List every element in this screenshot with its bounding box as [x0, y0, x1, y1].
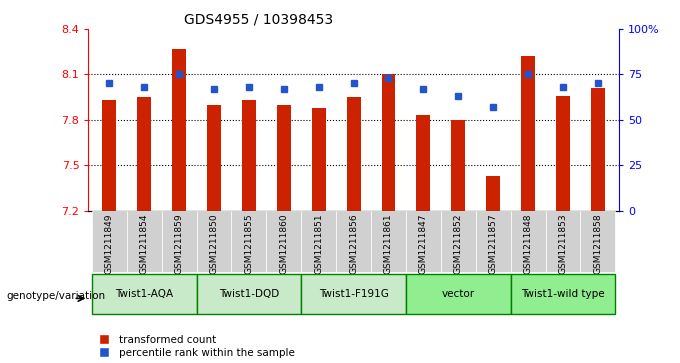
Bar: [511, 211, 545, 272]
Text: GSM1211853: GSM1211853: [558, 213, 568, 274]
Bar: [126, 211, 162, 272]
Text: GSM1211857: GSM1211857: [489, 213, 498, 274]
Bar: [406, 211, 441, 272]
Text: Twist1-F191G: Twist1-F191G: [319, 289, 388, 299]
Text: vector: vector: [442, 289, 475, 299]
Bar: [416, 115, 430, 211]
Bar: [301, 211, 336, 272]
Bar: [277, 105, 291, 211]
Text: GSM1211859: GSM1211859: [175, 213, 184, 274]
Text: GSM1211860: GSM1211860: [279, 213, 288, 274]
Bar: [311, 108, 326, 211]
Bar: [521, 56, 535, 211]
Bar: [545, 211, 581, 272]
Text: GSM1211855: GSM1211855: [244, 213, 254, 274]
Bar: [103, 100, 116, 211]
Text: Twist1-wild type: Twist1-wild type: [521, 289, 605, 299]
Bar: [511, 274, 615, 314]
Bar: [581, 211, 615, 272]
Bar: [197, 274, 301, 314]
Text: GSM1211850: GSM1211850: [209, 213, 218, 274]
Bar: [452, 120, 465, 211]
Text: Twist1-DQD: Twist1-DQD: [219, 289, 279, 299]
Text: GSM1211852: GSM1211852: [454, 213, 463, 274]
Bar: [347, 97, 360, 211]
Bar: [301, 274, 406, 314]
Bar: [172, 49, 186, 211]
Bar: [336, 211, 371, 272]
Bar: [92, 211, 126, 272]
Bar: [92, 274, 197, 314]
Text: GSM1211858: GSM1211858: [594, 213, 602, 274]
Bar: [242, 100, 256, 211]
Bar: [486, 176, 500, 211]
Bar: [162, 211, 197, 272]
Bar: [591, 88, 605, 211]
Text: GSM1211848: GSM1211848: [524, 213, 532, 274]
Text: Twist1-AQA: Twist1-AQA: [115, 289, 173, 299]
Text: GSM1211851: GSM1211851: [314, 213, 323, 274]
Bar: [556, 95, 570, 211]
Bar: [381, 74, 396, 211]
Bar: [371, 211, 406, 272]
Bar: [406, 274, 511, 314]
Bar: [137, 97, 151, 211]
Bar: [207, 105, 221, 211]
Bar: [231, 211, 267, 272]
Text: GSM1211854: GSM1211854: [139, 213, 149, 274]
Text: genotype/variation: genotype/variation: [7, 291, 106, 301]
Bar: [197, 211, 231, 272]
Text: GSM1211861: GSM1211861: [384, 213, 393, 274]
Legend: transformed count, percentile rank within the sample: transformed count, percentile rank withi…: [94, 335, 294, 358]
Text: GSM1211847: GSM1211847: [419, 213, 428, 274]
Bar: [267, 211, 301, 272]
Text: GDS4955 / 10398453: GDS4955 / 10398453: [184, 12, 333, 26]
Bar: [476, 211, 511, 272]
Text: GSM1211849: GSM1211849: [105, 213, 114, 274]
Bar: [441, 211, 476, 272]
Text: GSM1211856: GSM1211856: [349, 213, 358, 274]
